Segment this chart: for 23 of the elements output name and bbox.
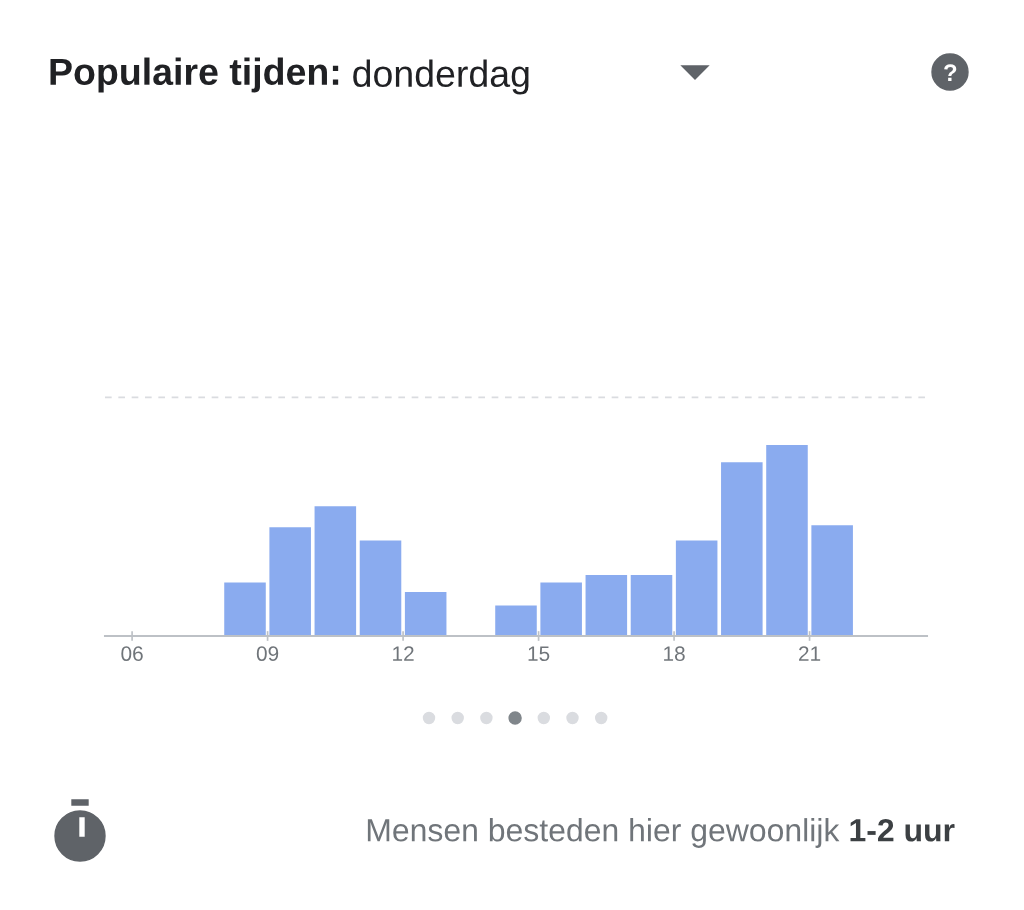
x-tick-label: 12 xyxy=(393,646,414,661)
chart-subtitle: donderdag xyxy=(353,59,529,95)
bar xyxy=(224,582,266,636)
bar xyxy=(630,574,673,636)
bar xyxy=(269,527,311,636)
bar xyxy=(766,445,808,636)
text: 1-2 uur xyxy=(850,818,955,842)
bar xyxy=(675,540,718,636)
text: Mensen besteden hier gewoonlijk xyxy=(367,818,840,848)
x-tick-label: 21 xyxy=(799,646,821,661)
x-tick-label: 15 xyxy=(528,646,550,662)
x-tick-label: 18 xyxy=(664,646,685,662)
bar xyxy=(495,605,537,636)
bar xyxy=(721,462,763,636)
bar xyxy=(359,540,402,636)
bar xyxy=(314,506,357,636)
bar xyxy=(811,525,853,636)
bar xyxy=(404,592,447,636)
x-tick-label: 06 xyxy=(121,646,143,662)
bar xyxy=(540,582,582,636)
bar xyxy=(585,574,628,636)
chart-title: Populaire tijden: xyxy=(50,57,339,93)
x-tick-label: 09 xyxy=(256,646,279,662)
